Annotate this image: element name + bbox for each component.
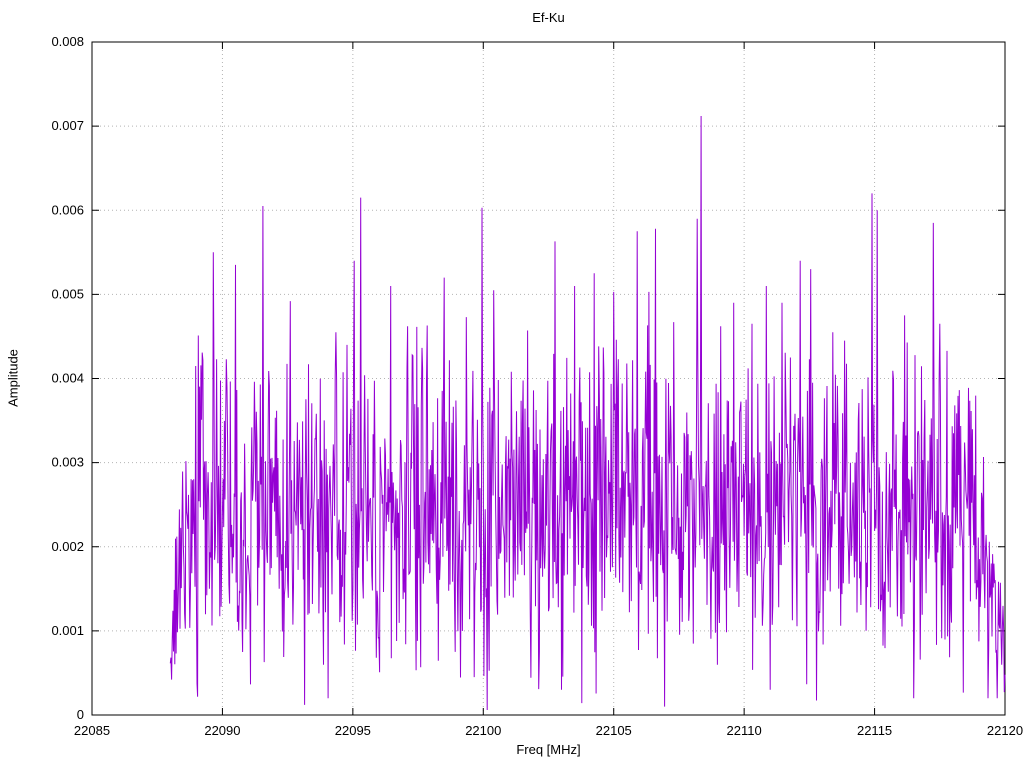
x-axis-label: Freq [MHz] bbox=[516, 742, 581, 757]
x-tick-label: 22085 bbox=[74, 723, 110, 738]
x-tick-label: 22100 bbox=[465, 723, 501, 738]
chart-title: Ef-Ku bbox=[532, 10, 565, 25]
x-tick-labels: 22085 22090 22095 22100 22105 22110 22115 22120 bbox=[74, 723, 1023, 738]
y-tick-label: 0.007 bbox=[51, 118, 84, 133]
series-line bbox=[169, 115, 1006, 711]
y-tick-label: 0.002 bbox=[51, 539, 84, 554]
x-tick-label: 22105 bbox=[596, 723, 632, 738]
plot-frame bbox=[91, 41, 1006, 716]
y-tick-label: 0.003 bbox=[51, 455, 84, 470]
x-tick-label: 22090 bbox=[204, 723, 240, 738]
y-tick-label: 0.001 bbox=[51, 623, 84, 638]
x-tick-label: 22110 bbox=[727, 723, 762, 738]
y-tick-label: 0.008 bbox=[51, 34, 84, 49]
x-tick-label: 22115 bbox=[857, 723, 892, 738]
y-tick-label: 0.004 bbox=[51, 371, 84, 386]
y-tick-labels: 0 0.001 0.002 0.003 0.004 0.005 0.006 0.007 0.00… bbox=[51, 34, 84, 722]
y-tick-label: 0.005 bbox=[51, 286, 84, 301]
y-tick-label: 0.006 bbox=[51, 202, 84, 217]
y-tick-label: 0 bbox=[77, 707, 84, 722]
x-tick-label: 22120 bbox=[987, 723, 1023, 738]
x-tick-label: 22095 bbox=[335, 723, 371, 738]
